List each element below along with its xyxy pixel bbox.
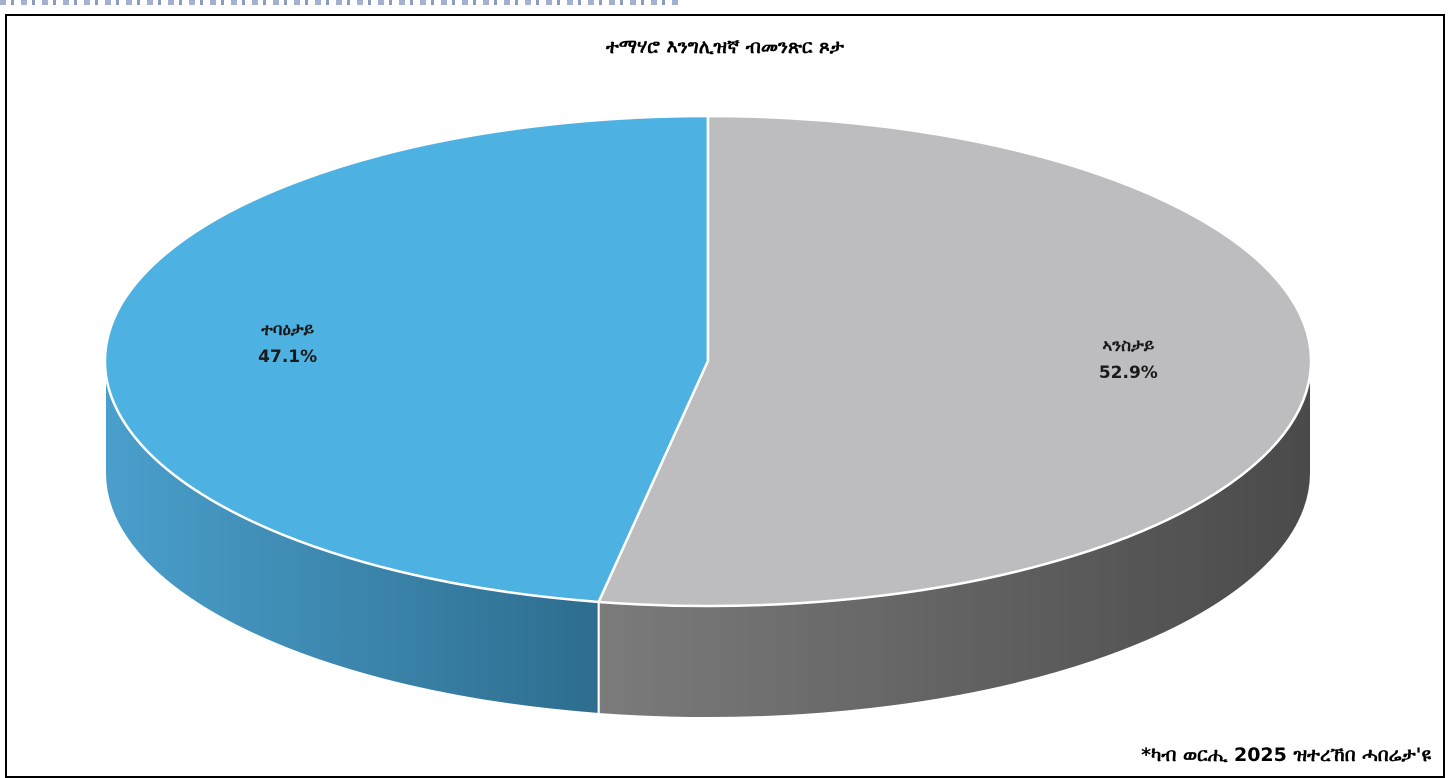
chart-title: ተማሃሮ እንግሊዝኛ ብመንጽር ጾታ [605, 36, 845, 58]
slice-value-label-0: 47.1% [258, 347, 317, 367]
chart-frame: ተማሃሮ እንግሊዝኛ ብመንጽር ጾታ ተባዕታይ 47.1% ኣንስታይ 52.9… [5, 14, 1445, 778]
pie-slice-1 [597, 114, 1313, 608]
pie-chart: ተባዕታይ 47.1% ኣንስታይ 52.9% [103, 114, 1313, 719]
footnote: *ካብ ወርሒ 2025 ዝተረኸበ ሓበሬታ'ዩ [1141, 744, 1431, 766]
slice-value-label-1: 52.9% [1099, 363, 1158, 383]
slice-category-label-0: ተባዕታይ [260, 320, 314, 340]
top-edge-strip [0, 0, 680, 5]
top-edge [0, 0, 1450, 14]
pie-slice-0 [103, 114, 710, 604]
slice-category-label-1: ኣንስታይ [1102, 336, 1155, 356]
